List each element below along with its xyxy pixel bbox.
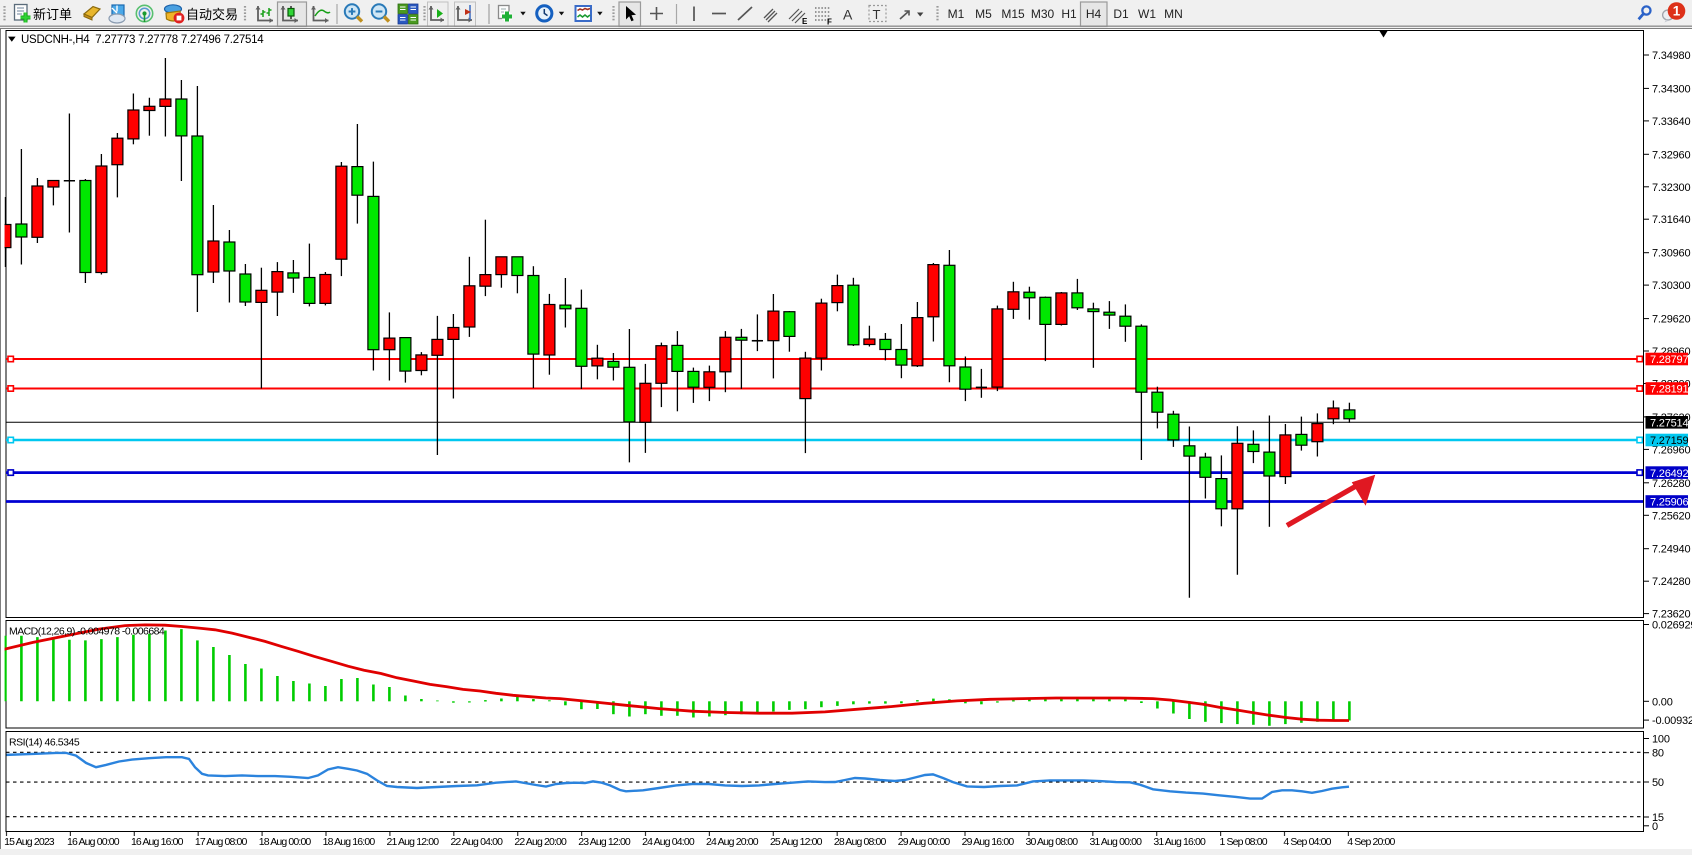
svg-text:7.34980: 7.34980 [1652, 50, 1690, 62]
svg-text:16 Aug 16:00: 16 Aug 16:00 [131, 836, 184, 848]
svg-text:22 Aug 20:00: 22 Aug 20:00 [514, 836, 567, 848]
svg-text:0: 0 [1652, 821, 1658, 833]
svg-text:23 Aug 12:00: 23 Aug 12:00 [578, 836, 631, 848]
svg-text:7.32960: 7.32960 [1652, 149, 1690, 161]
svg-text:W1: W1 [1138, 7, 1156, 21]
svg-text:22 Aug 04:00: 22 Aug 04:00 [450, 836, 503, 848]
svg-text:7.32300: 7.32300 [1652, 182, 1690, 194]
svg-text:新订单: 新订单 [33, 7, 72, 22]
svg-text:18 Aug 00:00: 18 Aug 00:00 [259, 836, 312, 848]
svg-text:1: 1 [1673, 4, 1681, 19]
svg-text:15 Aug 2023: 15 Aug 2023 [4, 836, 55, 848]
svg-text:D1: D1 [1113, 7, 1129, 21]
svg-text:-0.009329: -0.009329 [1652, 715, 1692, 727]
svg-text:30 Aug 08:00: 30 Aug 08:00 [1026, 836, 1079, 848]
svg-text:7.26492: 7.26492 [1650, 468, 1688, 480]
svg-text:31 Aug 00:00: 31 Aug 00:00 [1089, 836, 1142, 848]
svg-text:自动交易: 自动交易 [186, 7, 238, 22]
svg-text:50: 50 [1652, 777, 1664, 789]
svg-text:7.28797: 7.28797 [1650, 354, 1688, 366]
svg-text:7.27159: 7.27159 [1650, 435, 1688, 447]
svg-text:M30: M30 [1031, 7, 1055, 21]
svg-text:7.24280: 7.24280 [1652, 576, 1690, 588]
svg-text:29 Aug 00:00: 29 Aug 00:00 [898, 836, 951, 848]
svg-text:7.31640: 7.31640 [1652, 214, 1690, 226]
svg-text:MN: MN [1164, 7, 1183, 21]
svg-text:100: 100 [1652, 734, 1670, 746]
svg-text:H1: H1 [1061, 7, 1077, 21]
svg-text:7.27514: 7.27514 [1650, 418, 1688, 430]
svg-text:7.30960: 7.30960 [1652, 248, 1690, 260]
svg-text:M5: M5 [975, 7, 992, 21]
svg-text:H4: H4 [1086, 7, 1102, 21]
svg-text:M1: M1 [948, 7, 965, 21]
svg-text:MACD(12,26,9) -0.004978 -0.006: MACD(12,26,9) -0.004978 -0.006684 [9, 626, 165, 638]
svg-text:16 Aug 00:00: 16 Aug 00:00 [67, 836, 120, 848]
svg-text:7.28191: 7.28191 [1650, 384, 1688, 396]
svg-text:31 Aug 16:00: 31 Aug 16:00 [1153, 836, 1206, 848]
svg-text:7.29620: 7.29620 [1652, 314, 1690, 326]
svg-text:24 Aug 04:00: 24 Aug 04:00 [642, 836, 695, 848]
svg-text:T: T [873, 7, 881, 22]
svg-text:7.25620: 7.25620 [1652, 510, 1690, 522]
svg-text:7.34300: 7.34300 [1652, 83, 1690, 95]
svg-text:29 Aug 16:00: 29 Aug 16:00 [962, 836, 1015, 848]
svg-text:24 Aug 20:00: 24 Aug 20:00 [706, 836, 759, 848]
svg-text:25 Aug 12:00: 25 Aug 12:00 [770, 836, 823, 848]
svg-text:4 Sep 04:00: 4 Sep 04:00 [1283, 836, 1331, 848]
svg-text:7.25906: 7.25906 [1650, 497, 1688, 509]
svg-text:17 Aug 08:00: 17 Aug 08:00 [195, 836, 248, 848]
svg-text:A: A [843, 7, 853, 23]
svg-text:18 Aug 16:00: 18 Aug 16:00 [323, 836, 376, 848]
svg-text:7.24940: 7.24940 [1652, 544, 1690, 556]
svg-text:7.26280: 7.26280 [1652, 478, 1690, 490]
svg-text:21 Aug 12:00: 21 Aug 12:00 [387, 836, 440, 848]
svg-text:7.23620: 7.23620 [1652, 609, 1690, 621]
svg-text:RSI(14) 46.5345: RSI(14) 46.5345 [9, 737, 80, 749]
svg-text:F: F [827, 18, 832, 27]
svg-text:28 Aug 08:00: 28 Aug 08:00 [834, 836, 887, 848]
svg-text:7.26960: 7.26960 [1652, 444, 1690, 456]
svg-text:7.30300: 7.30300 [1652, 280, 1690, 292]
svg-text:15: 15 [1652, 812, 1664, 824]
svg-text:1 Sep 08:00: 1 Sep 08:00 [1219, 836, 1267, 848]
svg-text:7.33640: 7.33640 [1652, 116, 1690, 128]
svg-text:4 Sep 20:00: 4 Sep 20:00 [1347, 836, 1395, 848]
svg-text:80: 80 [1652, 748, 1664, 760]
svg-text:M15: M15 [1001, 7, 1025, 21]
svg-text:0.00: 0.00 [1652, 696, 1673, 708]
svg-text:E: E [802, 17, 808, 26]
svg-text:0.026929: 0.026929 [1652, 620, 1692, 632]
svg-text:USDCNH-,H4 7.27773 7.27778 7.: USDCNH-,H4 7.27773 7.27778 7.27496 7.275… [21, 34, 264, 46]
